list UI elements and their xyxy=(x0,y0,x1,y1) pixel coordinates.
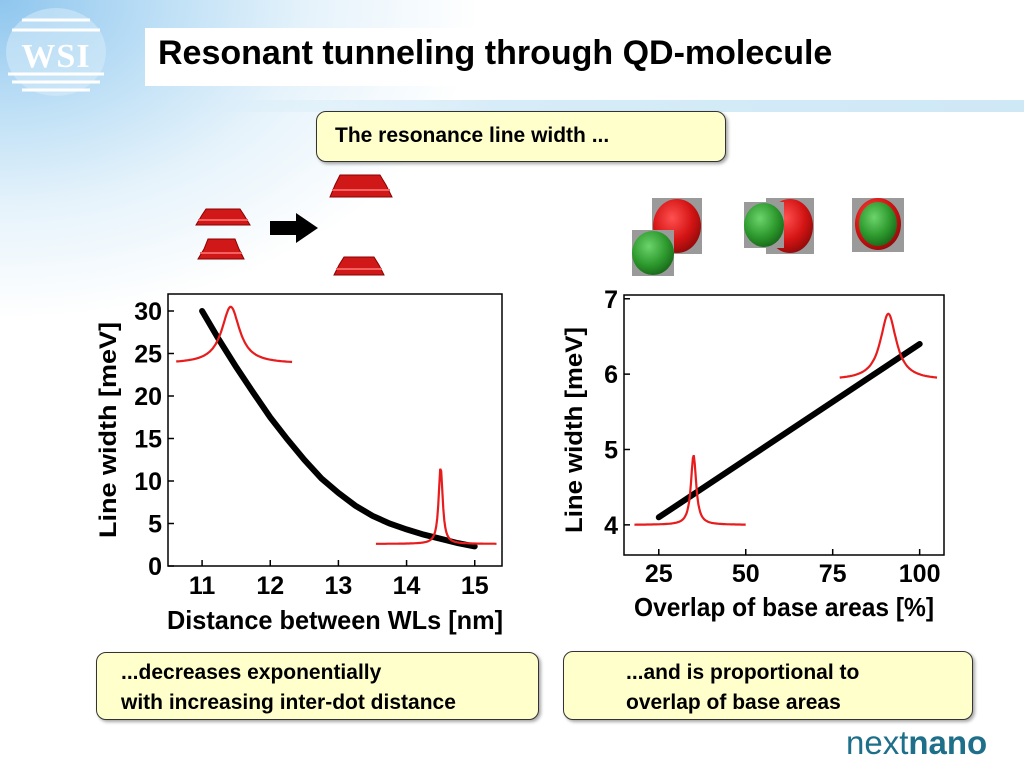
wsi-logo: WSI xyxy=(4,6,108,98)
quantum-dot-icon xyxy=(197,238,245,260)
chart2-series-line xyxy=(655,341,923,521)
c1-resonance-peak xyxy=(375,468,497,545)
quantum-dot-pair-medium-overlap xyxy=(744,198,814,254)
callout-top: The resonance line width ... xyxy=(316,111,726,162)
c1-xtick-label: 14 xyxy=(393,572,421,600)
chart2-frame xyxy=(623,294,945,556)
c1-xtick-label: 15 xyxy=(461,572,489,600)
quantum-dot-icon xyxy=(329,174,393,198)
quantum-dot-icon xyxy=(195,208,251,226)
c2-ytick-label: 4 xyxy=(604,512,618,540)
quantum-dot-pair-low-overlap xyxy=(632,198,702,276)
chart1-frame xyxy=(167,293,503,567)
c2-resonance-peak xyxy=(634,454,746,526)
chart1-ylabel: Line width [meV] xyxy=(95,322,122,538)
c1-resonance-peak xyxy=(176,305,293,364)
chart2-xlabel: Overlap of base areas [%] xyxy=(634,592,934,622)
callout-right-line-2: overlap of base areas xyxy=(626,691,841,714)
arrow-right-icon xyxy=(270,213,318,243)
nextnano-logo-prefix: next xyxy=(846,724,909,761)
dot-overlap-illustration xyxy=(632,198,904,276)
header-band xyxy=(150,100,1024,112)
c1-xtick-label: 12 xyxy=(256,572,284,600)
c2-xtick-label: 25 xyxy=(645,560,673,588)
c1-xtick-label: 13 xyxy=(325,572,353,600)
c1-ytick-label: 30 xyxy=(134,298,162,326)
c1-ytick-label: 20 xyxy=(134,383,162,411)
c1-xtick-label: 11 xyxy=(189,572,216,600)
callout-right: ...and is proportional to overlap of bas… xyxy=(563,651,973,720)
c2-ytick-label: 6 xyxy=(604,361,618,389)
chart1-series-line xyxy=(199,308,478,550)
c1-ytick-label: 0 xyxy=(148,553,162,581)
wsi-logo-globe xyxy=(6,8,106,96)
callout-top-text: The resonance line width ... xyxy=(335,124,610,147)
nextnano-logo-suffix: nano xyxy=(908,724,988,761)
c2-ytick-label: 5 xyxy=(604,436,618,464)
callout-left: ...decreases exponentially with increasi… xyxy=(96,652,539,720)
c1-ytick-label: 25 xyxy=(134,341,162,369)
callout-left-line-2: with increasing inter-dot distance xyxy=(121,691,456,714)
c2-ytick-label: 7 xyxy=(604,286,618,314)
c2-xtick-label: 75 xyxy=(819,560,847,588)
title-background xyxy=(145,28,1024,86)
wsi-logo-text: WSI xyxy=(21,38,91,75)
quantum-dot-pair-full-overlap xyxy=(852,198,904,252)
chart2-ylabel: Line width [meV] xyxy=(561,327,588,533)
chart-linewidth-vs-distance: 11 12 13 14 15 0 5 10 15 20 25 30 Distance between… xyxy=(95,293,503,635)
c2-xtick-label: 50 xyxy=(732,560,760,588)
chart-linewidth-vs-overlap: 25 50 75 100 4 5 6 7 Overlap of base areas [%]… xyxy=(561,286,945,622)
c1-ytick-label: 15 xyxy=(134,426,162,454)
dot-stack-illustration xyxy=(195,174,393,276)
c1-ytick-label: 10 xyxy=(134,468,162,496)
nextnano-logo: nextnano xyxy=(846,724,987,762)
callout-right-line-1: ...and is proportional to xyxy=(626,661,860,684)
page-title: Resonant tunneling through QD-molecule xyxy=(158,34,833,72)
callout-left-line-1: ...decreases exponentially xyxy=(121,661,382,684)
chart1-xlabel: Distance between WLs [nm] xyxy=(167,605,503,635)
c1-ytick-label: 5 xyxy=(148,511,162,539)
c2-resonance-peak xyxy=(839,312,938,379)
c2-xtick-label: 100 xyxy=(899,560,941,588)
quantum-dot-icon xyxy=(333,256,385,276)
